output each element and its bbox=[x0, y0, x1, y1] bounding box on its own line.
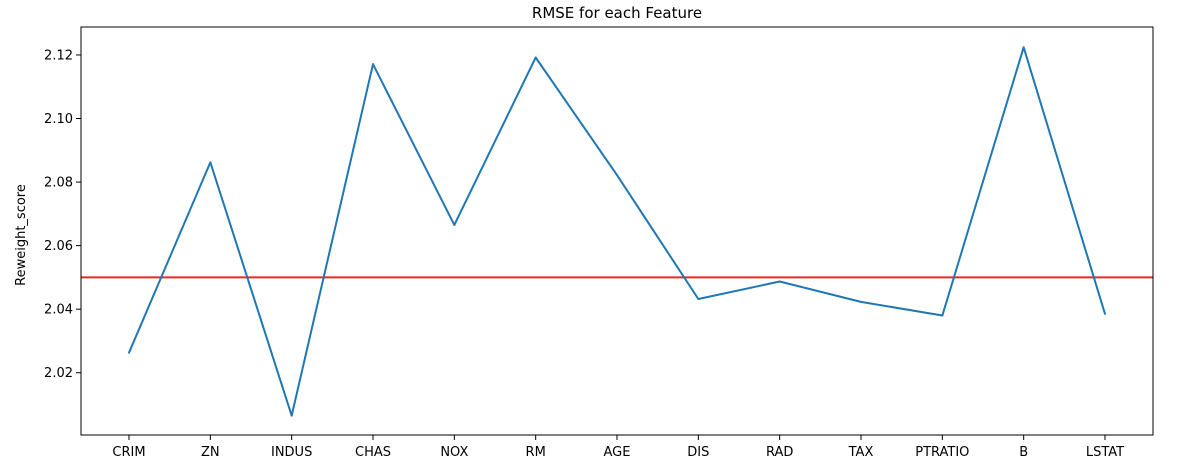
y-tick-label: 2.02 bbox=[44, 366, 73, 381]
series-line bbox=[128, 46, 1106, 417]
y-axis-label: Reweight_score bbox=[14, 184, 29, 286]
y-tick-label: 2.10 bbox=[44, 112, 73, 127]
data-point-nox bbox=[453, 223, 456, 226]
data-point-zn bbox=[209, 161, 212, 164]
x-tick-label: DIS bbox=[687, 445, 709, 460]
y-tick-label: 2.08 bbox=[44, 176, 73, 191]
plot-area bbox=[81, 46, 1153, 417]
x-tick-label: AGE bbox=[604, 445, 631, 460]
data-point-crim bbox=[128, 351, 130, 354]
x-tick-label: NOX bbox=[440, 445, 468, 460]
y-axis: 2.02 2.04 2.06 2.08 2.10 2.12 bbox=[44, 48, 81, 381]
x-tick-label: TAX bbox=[848, 445, 874, 460]
data-point-chas bbox=[372, 63, 374, 66]
data-point-ptratio bbox=[941, 314, 944, 317]
x-tick-label: RAD bbox=[766, 445, 793, 460]
data-point-lstat bbox=[1104, 312, 1106, 315]
chart-title: RMSE for each Feature bbox=[532, 4, 702, 22]
x-tick-label: PTRATIO bbox=[915, 445, 969, 460]
x-tick-label: B bbox=[1019, 445, 1028, 460]
y-tick-label: 2.04 bbox=[44, 303, 73, 318]
y-tick-label: 2.12 bbox=[44, 48, 73, 63]
data-point-dis bbox=[697, 298, 700, 300]
data-point-rm bbox=[534, 56, 537, 59]
plot-frame bbox=[80, 26, 1154, 436]
data-point-b bbox=[1022, 46, 1025, 49]
x-tick-label: CHAS bbox=[355, 445, 391, 460]
x-tick-label: INDUS bbox=[271, 445, 312, 460]
y-tick-label: 2.06 bbox=[44, 239, 73, 254]
x-tick-label: ZN bbox=[201, 445, 220, 460]
data-point-rad bbox=[778, 280, 781, 283]
x-tick-label: LSTAT bbox=[1086, 445, 1124, 460]
x-axis: CRIM ZN INDUS CHAS NOX RM AGE DIS RAD TAX PTRATIO B… bbox=[112, 435, 1124, 460]
x-tick-label: RM bbox=[526, 445, 546, 460]
data-point-tax bbox=[860, 300, 862, 303]
data-point-indus bbox=[290, 414, 293, 417]
x-tick-label: CRIM bbox=[112, 445, 145, 460]
data-point-age bbox=[616, 174, 618, 177]
